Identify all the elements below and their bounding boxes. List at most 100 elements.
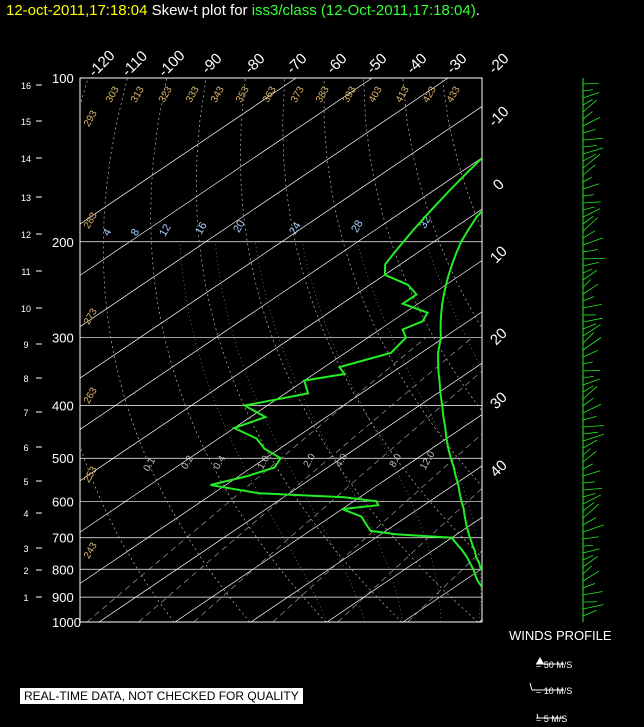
temperature-tick-label: 30 xyxy=(487,389,511,413)
isotherm xyxy=(250,465,482,622)
wind-barb xyxy=(582,545,594,547)
dry-adiabat xyxy=(560,78,644,622)
wind-barb xyxy=(582,470,601,477)
temperature-tick-label: -80 xyxy=(241,50,268,77)
isotherm xyxy=(98,362,482,622)
wind-barb xyxy=(582,268,593,274)
title-source: iss3/class (12-Oct-2011,17:18:04) xyxy=(251,2,476,19)
theta-label: 333 xyxy=(184,84,202,104)
dry-adiabat xyxy=(481,78,482,83)
mixing-ratio-label: 12 xyxy=(157,222,174,239)
temperature-tick-label: -110 xyxy=(119,48,151,80)
theta-label: 313 xyxy=(129,84,147,104)
mixing-ratio-low-label: 0.2 xyxy=(180,454,197,472)
mixing-ratio-line xyxy=(138,337,473,622)
height-tick-label: 3 xyxy=(23,544,28,554)
wind-barb xyxy=(582,604,604,610)
pressure-tick-label: 700 xyxy=(52,531,74,546)
pressure-tick-label: 500 xyxy=(52,451,74,466)
legend-50: = 50 M/S xyxy=(536,660,573,670)
wind-barb xyxy=(582,556,598,568)
mixing-ratio-label: 16 xyxy=(193,220,210,237)
theta-label: 373 xyxy=(289,84,307,104)
wind-barb xyxy=(582,237,603,246)
wind-barb xyxy=(582,609,597,617)
wind-barb xyxy=(582,176,592,183)
theta-label: 423 xyxy=(421,84,439,104)
mixing-ratio-line xyxy=(483,338,644,622)
wind-barb xyxy=(582,439,598,449)
wind-barb xyxy=(582,517,597,526)
wind-barb xyxy=(582,450,597,463)
wind-barb xyxy=(582,279,592,288)
wind-barb xyxy=(582,249,598,253)
moist-adiabat xyxy=(425,241,482,371)
moist-adiabat xyxy=(631,242,644,622)
wind-barb xyxy=(582,147,604,155)
height-tick-label: 15 xyxy=(21,117,31,127)
height-tick-label: 14 xyxy=(21,154,31,164)
theta-label: 363 xyxy=(261,84,279,104)
theta-label: 263 xyxy=(82,385,100,405)
wind-barb xyxy=(582,375,594,379)
moist-adiabat xyxy=(214,241,366,622)
pressure-tick-label: 400 xyxy=(52,399,74,414)
moist-adiabat xyxy=(357,241,481,622)
wind-barb xyxy=(582,111,593,120)
theta-label: 413 xyxy=(394,84,412,104)
wind-barb xyxy=(582,183,600,190)
mixing-ratio-low-label: 2.0 xyxy=(302,452,319,470)
mixing-ratio-label: 28 xyxy=(349,218,366,235)
wind-barb xyxy=(582,117,601,127)
mixing-ratio-label: 24 xyxy=(287,220,304,237)
theta-label: 273 xyxy=(82,306,100,326)
wind-barb xyxy=(582,448,591,456)
wind-barb xyxy=(582,554,594,561)
wind-barb xyxy=(582,230,596,239)
mixing-ratio-line xyxy=(193,370,482,622)
height-tick-label: 4 xyxy=(23,509,28,519)
wind-barb xyxy=(582,303,602,309)
wind-barb xyxy=(582,370,601,372)
wind-barb xyxy=(582,385,594,393)
isotherm xyxy=(478,619,482,622)
mixing-ratio-line xyxy=(530,338,644,622)
height-tick-label: 8 xyxy=(23,374,28,384)
pressure-tick-label: 100 xyxy=(52,71,74,86)
dry-adiabat xyxy=(102,78,251,622)
wind-barb xyxy=(582,215,594,225)
wind-barb xyxy=(582,153,597,162)
mixing-ratio-line xyxy=(591,338,644,622)
legend-flag-5 xyxy=(536,713,539,719)
pressure-tick-label: 200 xyxy=(52,235,74,250)
mixing-ratio-label: 8 xyxy=(129,227,142,238)
isotherm xyxy=(80,78,297,225)
temperature-tick-label: -90 xyxy=(198,50,225,77)
mixing-ratio-line xyxy=(272,433,482,622)
wind-barb xyxy=(582,332,595,344)
height-tick-label: 6 xyxy=(23,443,28,453)
height-tick-label: 2 xyxy=(23,566,28,576)
mixing-ratio-label: 4 xyxy=(101,227,114,238)
mixing-ratio-line xyxy=(614,338,644,622)
wind-barb xyxy=(582,403,602,414)
dry-adiabat xyxy=(323,78,482,487)
wind-barb xyxy=(582,361,593,365)
wind-barb xyxy=(582,283,599,295)
wind-barb xyxy=(582,164,596,176)
wind-barb xyxy=(582,425,604,428)
isotherm xyxy=(174,414,482,622)
dry-adiabat xyxy=(195,78,403,622)
wind-barb xyxy=(582,194,594,197)
wind-barb xyxy=(582,350,598,358)
mixing-ratio-line xyxy=(86,337,427,622)
height-tick-label: 10 xyxy=(21,304,31,314)
legend-flag-10 xyxy=(529,682,533,691)
mixing-ratio-label: 20 xyxy=(231,218,248,235)
legend-10: = 10 M/S xyxy=(536,686,573,696)
wind-barb xyxy=(582,378,601,386)
height-tick-label: 1 xyxy=(23,593,28,603)
temperature-tick-label: 0 xyxy=(490,176,508,194)
dry-adiabat xyxy=(150,78,327,622)
temperature-tick-label: -10 xyxy=(485,103,512,130)
